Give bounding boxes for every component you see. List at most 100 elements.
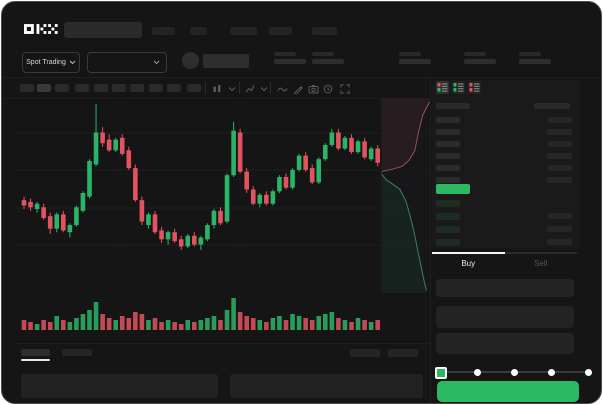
volume-bar xyxy=(277,316,282,330)
ask-row-price[interactable] xyxy=(436,129,460,135)
candle-body xyxy=(93,132,99,165)
book-combined-icon[interactable] xyxy=(436,81,449,94)
volume-bar xyxy=(146,320,151,330)
candle-body xyxy=(342,137,348,149)
candle-body xyxy=(323,144,328,160)
timeframe-button[interactable] xyxy=(75,84,89,92)
slider-step-dot[interactable] xyxy=(511,369,518,376)
ask-row-amount[interactable] xyxy=(547,129,572,135)
ask-row-amount[interactable] xyxy=(547,165,572,171)
amount-input[interactable] xyxy=(436,306,574,328)
ask-row-amount[interactable] xyxy=(547,117,572,123)
market-type-dropdown[interactable]: Spot Trading xyxy=(22,52,80,73)
timeframe-button[interactable] xyxy=(37,84,51,92)
draw-pencil-icon[interactable] xyxy=(292,83,304,95)
ask-row-amount[interactable] xyxy=(547,141,572,147)
volume-bar xyxy=(231,298,236,330)
book-bids-icon[interactable] xyxy=(452,81,465,94)
slider-step-dot[interactable] xyxy=(585,369,592,376)
bid-row-price[interactable] xyxy=(436,213,460,220)
bid-row-amount[interactable] xyxy=(547,213,572,219)
candle-body xyxy=(355,141,361,153)
volume-bar xyxy=(87,310,92,330)
volume-bar xyxy=(133,312,138,330)
timeframe-button[interactable] xyxy=(112,84,126,92)
volume-bar xyxy=(34,324,40,330)
chevron-down-icon[interactable] xyxy=(258,83,270,95)
bid-row-price[interactable] xyxy=(436,239,460,246)
timeframe-button[interactable] xyxy=(187,84,201,92)
last-price-badge[interactable] xyxy=(436,184,470,194)
chart-type-icon[interactable] xyxy=(244,83,256,95)
okx-logo[interactable] xyxy=(24,23,58,35)
ask-row-price[interactable] xyxy=(436,165,460,171)
open-orders-panel xyxy=(21,374,218,398)
nav-item-placeholder[interactable] xyxy=(230,27,257,35)
candle-body xyxy=(362,141,367,158)
candle-body xyxy=(146,214,151,226)
bottom-action-placeholder[interactable] xyxy=(388,349,418,357)
bid-row-amount[interactable] xyxy=(547,226,572,232)
candle-body xyxy=(61,214,66,231)
volume-bar xyxy=(336,318,341,330)
ask-row-price[interactable] xyxy=(436,153,460,159)
candle-body xyxy=(205,225,210,240)
timeframe-button[interactable] xyxy=(130,84,144,92)
timeframe-button[interactable] xyxy=(94,84,108,92)
search-input[interactable] xyxy=(64,22,142,38)
volume-bar xyxy=(185,320,191,330)
slider-step-dot[interactable] xyxy=(474,369,481,376)
slider-handle[interactable] xyxy=(435,367,447,379)
slider-step-dot[interactable] xyxy=(548,369,555,376)
nav-item-placeholder[interactable] xyxy=(269,27,292,35)
nav-item-placeholder[interactable] xyxy=(312,27,337,35)
total-input[interactable] xyxy=(436,333,574,354)
candle-body xyxy=(54,214,60,229)
candle-body xyxy=(231,130,236,176)
ask-row-amount[interactable] xyxy=(547,153,572,159)
nav-item-placeholder[interactable] xyxy=(190,27,207,35)
history-icon[interactable] xyxy=(322,83,334,95)
timeframe-button[interactable] xyxy=(149,84,163,92)
pair-selector-dropdown[interactable] xyxy=(87,52,167,73)
candle-body xyxy=(34,203,40,210)
book-asks-icon[interactable] xyxy=(468,81,481,94)
volume-bar xyxy=(172,322,177,330)
fullscreen-icon[interactable] xyxy=(339,83,351,95)
camera-icon[interactable] xyxy=(307,83,319,95)
chevron-down-icon[interactable] xyxy=(226,83,238,95)
tab-buy[interactable]: Buy xyxy=(432,252,505,270)
candle-body xyxy=(113,139,118,151)
ask-row-amount[interactable] xyxy=(547,177,572,183)
volume-bar xyxy=(283,320,289,330)
tab-sell[interactable]: Sell xyxy=(504,252,577,270)
volume-bars xyxy=(21,298,380,330)
candle-body xyxy=(237,132,243,172)
bottom-tab[interactable] xyxy=(62,349,92,356)
volume-bar xyxy=(74,318,79,330)
candlestick-chart[interactable] xyxy=(16,98,430,334)
ask-row-price[interactable] xyxy=(436,141,460,147)
header-divider xyxy=(2,77,601,78)
timeframe-button[interactable] xyxy=(55,84,69,92)
volume-bar xyxy=(139,314,145,330)
price-input[interactable] xyxy=(436,279,574,297)
candle-interval-icon[interactable] xyxy=(211,83,223,95)
nav-item-placeholder[interactable] xyxy=(152,27,175,35)
bid-row-amount[interactable] xyxy=(547,239,572,245)
timeframe-button[interactable] xyxy=(20,84,34,92)
bid-row-price[interactable] xyxy=(436,200,460,207)
buy-submit-button[interactable] xyxy=(437,381,579,402)
candle-body xyxy=(192,235,197,245)
bottom-action-placeholder[interactable] xyxy=(350,349,380,357)
timeframe-button[interactable] xyxy=(167,84,181,92)
indicator-wave-icon[interactable] xyxy=(276,83,288,95)
ask-row-price[interactable] xyxy=(436,117,460,123)
bid-row-price[interactable] xyxy=(436,226,460,233)
ask-row-price[interactable] xyxy=(436,177,460,183)
bottom-tab-active[interactable] xyxy=(21,349,50,356)
volume-bar xyxy=(119,316,125,330)
volume-bar xyxy=(165,320,171,330)
toolbar-divider xyxy=(239,82,240,94)
candle-body xyxy=(303,155,308,170)
